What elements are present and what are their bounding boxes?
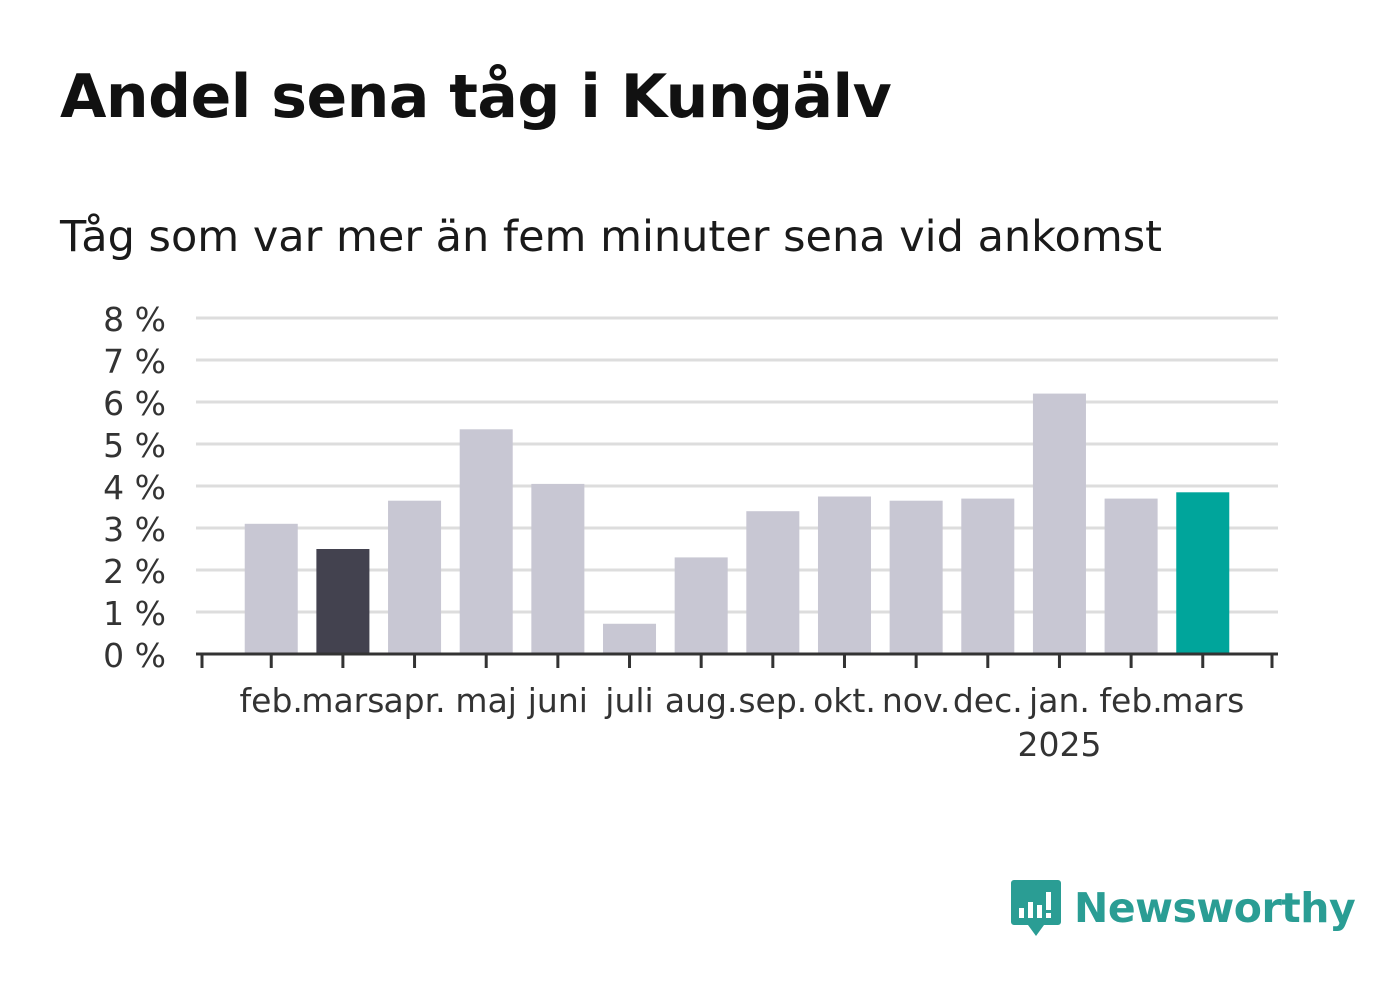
x-tick-label: okt. [813, 681, 876, 720]
brand-name: Newsworthy [1074, 884, 1356, 932]
bar [817, 496, 871, 654]
bar [603, 623, 657, 654]
bar [889, 500, 943, 654]
bar [674, 557, 728, 654]
chart-subtitle: Tåg som var mer än fem minuter sena vid … [60, 212, 1163, 262]
x-tick-label: maj [455, 681, 517, 720]
bar [961, 498, 1015, 654]
x-tick-label: apr. [383, 681, 445, 720]
y-tick-label: 0 % [103, 636, 166, 675]
y-tick-label: 5 % [103, 426, 166, 465]
brand-logo: Newsworthy [1010, 878, 1356, 938]
x-tick-label: sep. [738, 681, 807, 720]
bar [1104, 498, 1158, 654]
chart-title: Andel sena tåg i Kungälv [60, 62, 892, 132]
x-tick-label: aug. [665, 681, 738, 720]
x-tick-label: nov. [882, 681, 951, 720]
y-tick-label: 6 % [103, 384, 166, 423]
x-year-label: 2025 [1017, 725, 1101, 764]
y-tick-label: 4 % [103, 468, 166, 507]
y-tick-label: 1 % [103, 594, 166, 633]
y-tick-label: 2 % [103, 552, 166, 591]
x-tick-label: juni [527, 681, 588, 720]
x-tick-label: mars [1161, 681, 1244, 720]
bar [1032, 393, 1086, 654]
x-tick-label: mars [301, 681, 384, 720]
x-tick-label: feb. [240, 681, 303, 720]
bar [388, 500, 442, 654]
y-tick-label: 3 % [103, 510, 166, 549]
bar [244, 523, 298, 654]
x-tick-label: feb. [1099, 681, 1162, 720]
bar [316, 549, 370, 654]
x-tick-label: juli [604, 681, 653, 720]
y-tick-label: 8 % [103, 300, 166, 339]
bar [746, 511, 800, 654]
x-tick-label: dec. [953, 681, 1023, 720]
x-tick-label: jan. [1028, 681, 1090, 720]
newsworthy-logo-icon [1011, 880, 1061, 936]
bar [1176, 492, 1230, 654]
bar [531, 483, 585, 654]
y-tick-label: 7 % [103, 342, 166, 381]
bar [459, 429, 513, 654]
